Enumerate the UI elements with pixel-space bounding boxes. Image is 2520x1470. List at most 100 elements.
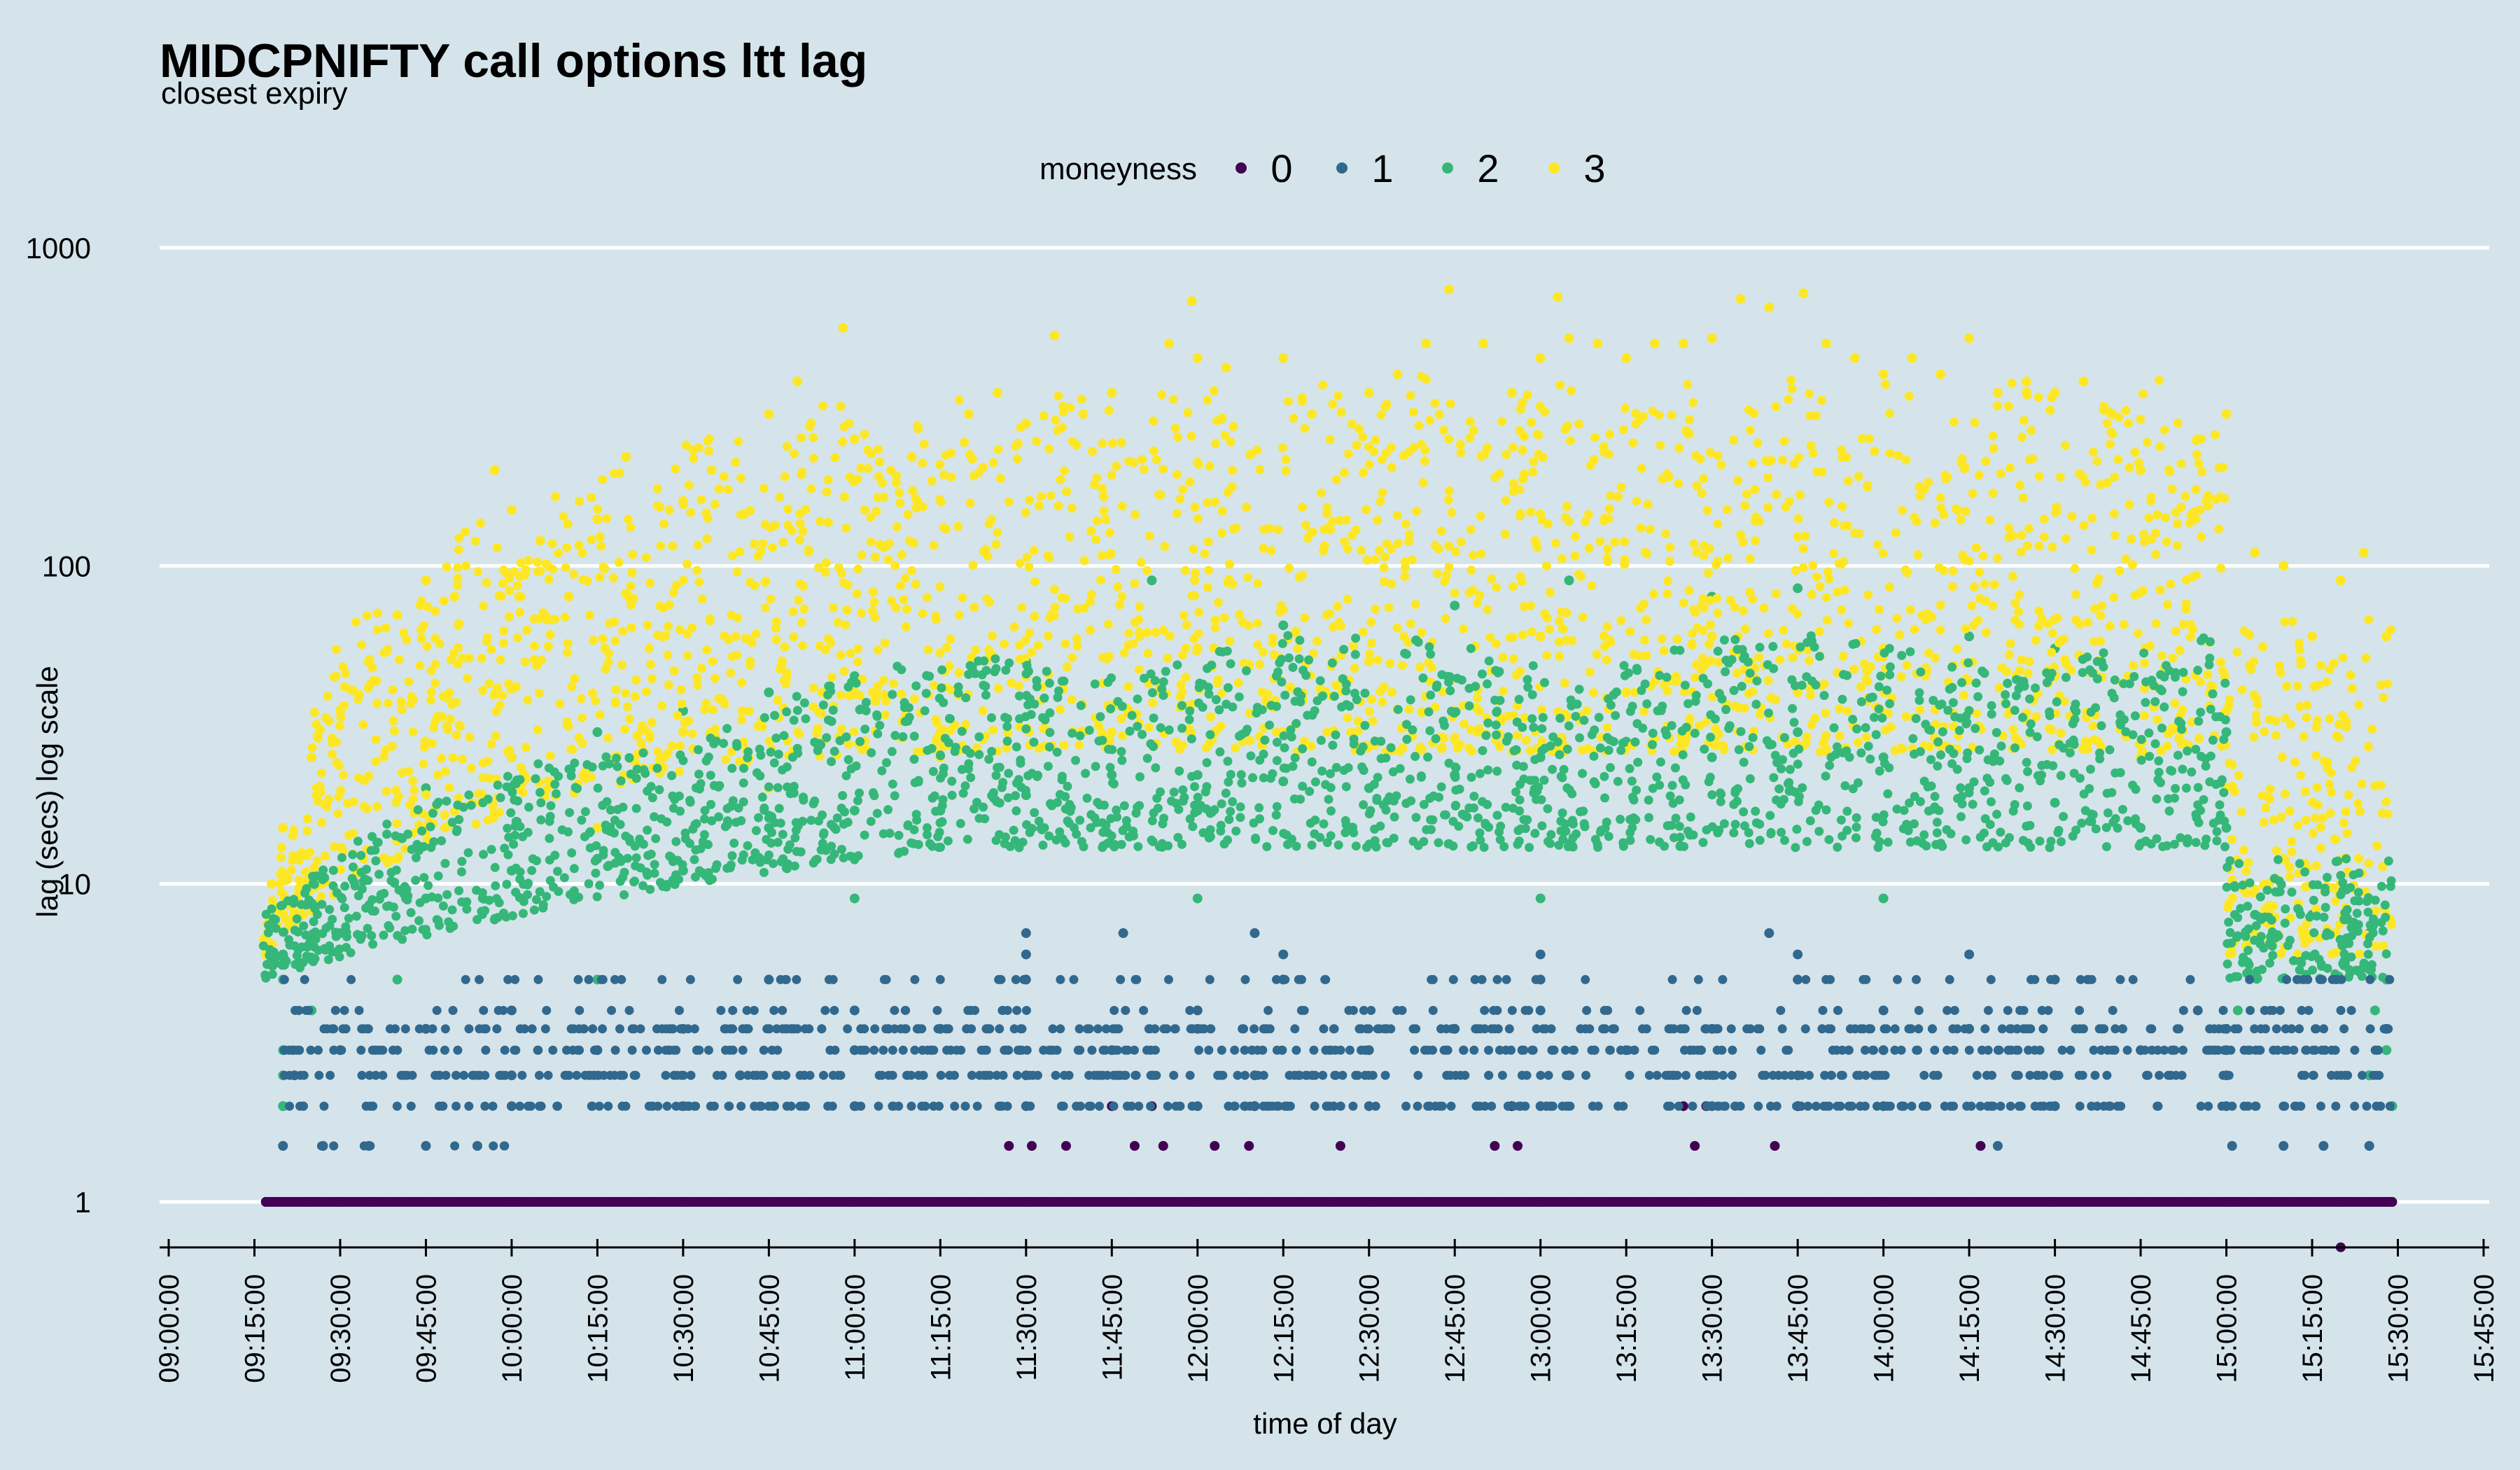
density-point: [1883, 789, 1893, 799]
density-point: [883, 540, 892, 550]
density-point: [1961, 624, 1970, 634]
density-point: [1632, 719, 1642, 729]
density-point: [960, 781, 970, 791]
density-point: [1326, 831, 1336, 841]
density-point: [1081, 769, 1091, 778]
density-point: [478, 758, 488, 768]
density-point: [1379, 563, 1389, 573]
density-point: [2327, 788, 2337, 797]
density-point: [1713, 608, 1723, 618]
density-point: [1003, 793, 1013, 803]
density-point: [1135, 801, 1144, 811]
density-point: [1306, 741, 1316, 751]
density-point: [1713, 556, 1723, 566]
density-point: [1279, 731, 1289, 741]
density-point: [2317, 961, 2327, 971]
density-point: [2293, 904, 2303, 913]
density-point: [773, 783, 783, 792]
density-point: [1729, 799, 1739, 809]
density-point: [659, 519, 669, 528]
density-point: [1343, 449, 1353, 459]
density-point: [1280, 690, 1290, 700]
density-point: [1258, 648, 1268, 657]
density-point: [1644, 795, 1653, 805]
density-point: [1472, 598, 1482, 608]
density-point: [1616, 746, 1626, 755]
density-point: [2163, 729, 2173, 738]
density-point: [1958, 550, 1968, 560]
density-point: [1734, 745, 1744, 755]
density-point: [2252, 966, 2262, 976]
density-point: [1350, 650, 1360, 659]
density-point: [491, 731, 500, 741]
density-point: [1674, 821, 1684, 831]
density-point: [2295, 859, 2304, 869]
density-point: [2173, 540, 2183, 550]
density-point: [1863, 677, 1872, 687]
density-point: [1802, 645, 1812, 654]
density-point: [1410, 599, 1420, 609]
density-point: [561, 563, 570, 573]
density-point: [2208, 818, 2218, 828]
density-point: [1032, 436, 1042, 446]
density-point: [731, 631, 741, 641]
density-point: [1821, 593, 1831, 603]
density-point: [852, 589, 862, 598]
density-point: [416, 625, 426, 635]
density-point: [2087, 809, 2096, 819]
density-point: [335, 721, 344, 731]
density-point: [722, 724, 732, 734]
density-point: [1007, 678, 1016, 688]
density-point: [1351, 841, 1361, 851]
density-point: [1628, 792, 1638, 802]
density-point: [1814, 626, 1824, 636]
density-point: [1475, 769, 1485, 778]
density-point: [335, 705, 345, 715]
density-point: [2023, 668, 2033, 678]
density-point: [1606, 491, 1616, 500]
density-point: [798, 640, 808, 650]
density-point: [546, 801, 556, 811]
point-3-73: [678, 727, 688, 737]
density-point: [2370, 895, 2380, 905]
density-point: [2008, 531, 2017, 541]
density-point: [1706, 710, 1716, 720]
density-point: [827, 672, 837, 682]
point-2-31: [1793, 727, 1803, 737]
density-point: [649, 812, 659, 822]
density-point: [2033, 622, 2043, 631]
density-point: [1885, 662, 1895, 672]
density-point: [2139, 710, 2149, 720]
density-point: [2054, 740, 2064, 750]
density-point: [1351, 525, 1361, 535]
density-point: [868, 587, 878, 597]
density-point: [1014, 640, 1024, 650]
density-point: [503, 679, 513, 689]
density-point: [1953, 794, 1963, 804]
density-point: [372, 699, 382, 708]
density-point: [623, 514, 633, 524]
density-point: [1446, 706, 1456, 716]
density-point: [1605, 429, 1615, 439]
density-point: [790, 861, 799, 871]
density-point: [1096, 575, 1105, 585]
density-point: [906, 566, 916, 575]
density-point: [1512, 718, 1522, 727]
density-point: [1791, 843, 1800, 853]
density-point: [309, 863, 319, 873]
point-3-37: [1444, 284, 1455, 295]
density-point: [1895, 630, 1905, 640]
density-point: [1364, 460, 1374, 470]
density-point: [1373, 655, 1382, 665]
density-point: [853, 564, 863, 574]
density-point: [1915, 747, 1925, 757]
density-point: [700, 705, 710, 715]
density-point: [1837, 694, 1847, 704]
density-point: [1189, 591, 1199, 601]
density-point: [626, 523, 636, 533]
density-point: [827, 757, 836, 766]
density-point: [1188, 822, 1198, 832]
density-point: [1178, 741, 1188, 750]
density-point: [382, 902, 392, 911]
density-point: [318, 865, 328, 875]
